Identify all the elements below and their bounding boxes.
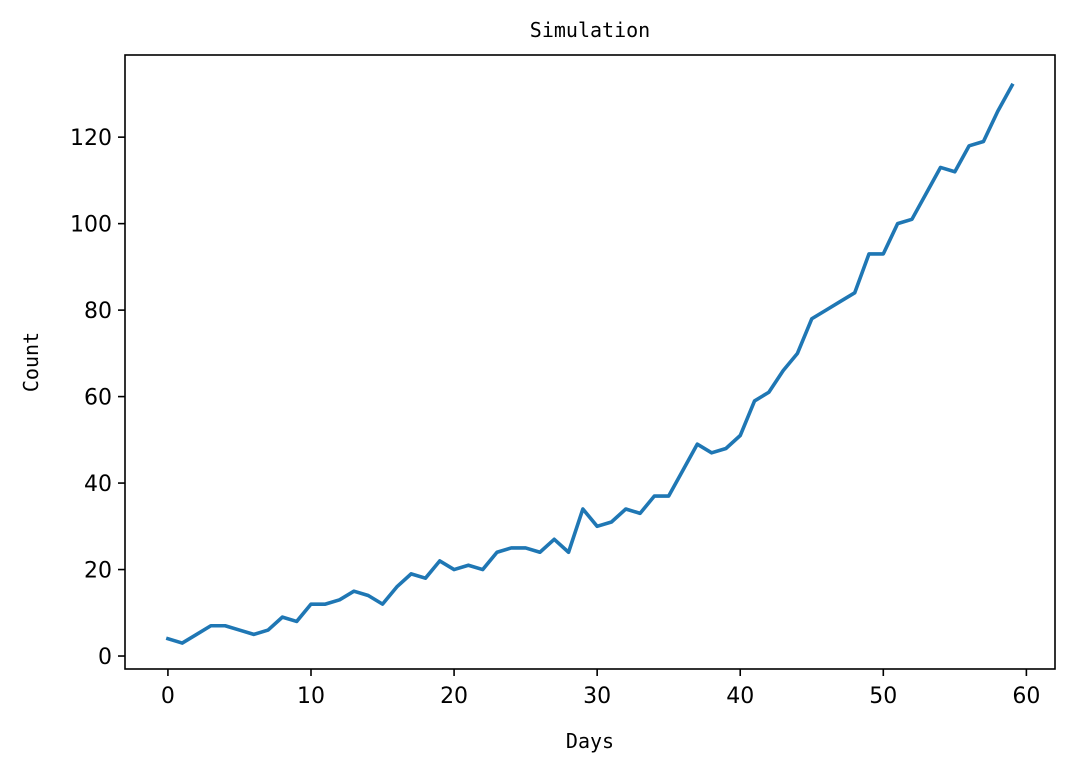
- x-tick-label: 40: [726, 684, 754, 709]
- data-point: [223, 624, 227, 627]
- data-point: [724, 447, 728, 450]
- data-point: [324, 602, 327, 606]
- data-point: [295, 620, 298, 623]
- data-point: [409, 572, 413, 576]
- data-point: [781, 369, 785, 372]
- y-tick-label: 0: [98, 645, 112, 670]
- data-point: [581, 507, 585, 511]
- data-point: [495, 551, 499, 554]
- data-point: [982, 140, 985, 143]
- data-point: [238, 628, 241, 632]
- x-tick-label: 10: [297, 684, 325, 709]
- data-point: [395, 585, 399, 589]
- data-point: [681, 468, 685, 472]
- data-point: [939, 166, 942, 169]
- data-point: [595, 525, 599, 528]
- data-point: [767, 391, 771, 394]
- data-point: [266, 628, 270, 632]
- data-point: [638, 512, 642, 515]
- data-point: [753, 399, 756, 403]
- data-point: [739, 434, 742, 437]
- data-point: [352, 589, 356, 593]
- data-point: [810, 317, 813, 320]
- data-point: [524, 546, 527, 550]
- data-point: [181, 641, 184, 645]
- data-point: [553, 538, 556, 541]
- x-tick-label: 0: [161, 684, 175, 709]
- data-point: [567, 551, 570, 554]
- data-point: [338, 598, 341, 602]
- data-point: [925, 192, 928, 195]
- data-point: [1010, 84, 1014, 87]
- data-point: [309, 602, 313, 606]
- data-point: [424, 577, 427, 580]
- x-tick-label: 50: [869, 684, 897, 709]
- data-point: [824, 308, 828, 312]
- plot-frame: [124, 54, 1056, 670]
- data-point: [996, 110, 999, 113]
- y-tick-label: 80: [84, 299, 112, 324]
- x-axis-label: Days: [566, 729, 614, 753]
- data-point: [252, 633, 255, 636]
- data-point: [967, 144, 971, 147]
- data-point: [796, 352, 799, 355]
- data-point: [867, 252, 871, 256]
- data-point: [624, 507, 627, 511]
- data-point: [452, 568, 456, 571]
- data-point: [653, 494, 656, 498]
- data-point: [882, 252, 885, 256]
- data-point: [467, 564, 470, 567]
- series-layer: [165, 82, 1015, 645]
- data-point: [438, 559, 441, 563]
- data-point: [910, 218, 914, 221]
- data-point: [853, 291, 856, 295]
- data-point: [166, 637, 170, 640]
- y-tick-label: 20: [84, 559, 112, 584]
- data-point: [710, 451, 713, 454]
- x-tick-label: 60: [1012, 684, 1040, 709]
- chart-title: Simulation: [530, 18, 650, 42]
- data-point: [195, 633, 198, 636]
- data-point: [610, 520, 613, 524]
- y-axis-label: Count: [19, 332, 43, 392]
- data-point: [209, 624, 213, 627]
- data-point: [839, 300, 842, 303]
- data-point: [481, 568, 484, 571]
- y-tick-label: 60: [84, 386, 112, 411]
- x-tick-label: 20: [440, 684, 468, 709]
- data-point: [696, 442, 699, 446]
- data-point: [381, 602, 384, 606]
- tick-layer: 0 10 20 30 40 50 60 0 20 40 60 80 100 120: [70, 126, 1040, 709]
- data-point: [367, 594, 370, 597]
- y-tick-label: 100: [70, 213, 112, 238]
- data-point: [510, 546, 513, 550]
- data-point: [281, 615, 284, 619]
- x-tick-label: 30: [583, 684, 611, 709]
- series-line: [165, 82, 1015, 645]
- data-point: [896, 222, 899, 225]
- y-tick-label: 40: [84, 472, 112, 497]
- data-point: [538, 551, 542, 554]
- data-point: [953, 170, 957, 173]
- data-point: [667, 494, 670, 498]
- y-tick-label: 120: [70, 126, 112, 151]
